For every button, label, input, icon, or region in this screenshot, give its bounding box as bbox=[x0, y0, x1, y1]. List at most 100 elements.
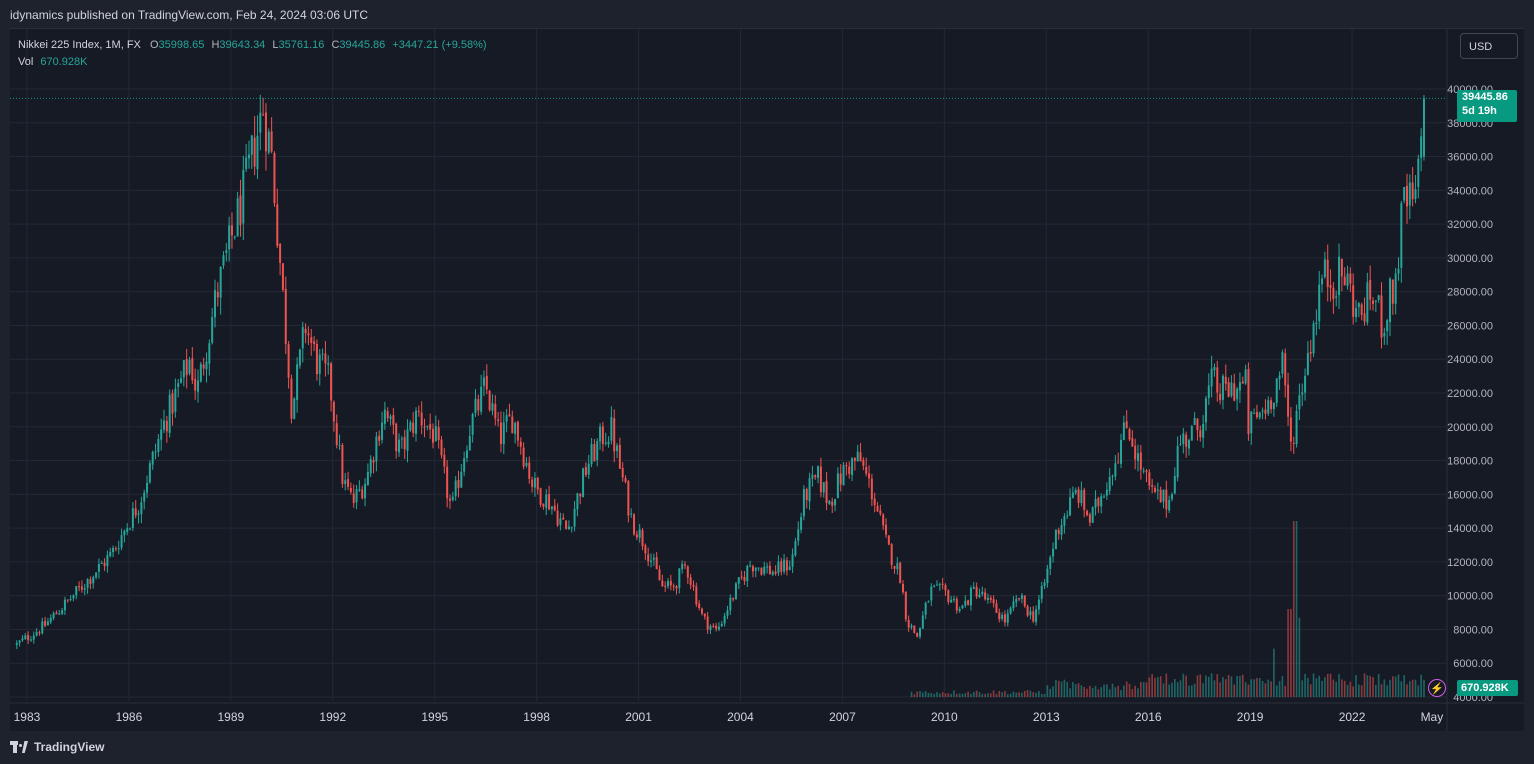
volume-bar bbox=[1089, 685, 1091, 697]
candle-body bbox=[1380, 295, 1383, 338]
candle-body bbox=[324, 353, 327, 364]
volume-bar bbox=[1227, 674, 1230, 697]
candle-body bbox=[1176, 445, 1179, 478]
candle-body bbox=[18, 640, 21, 643]
currency-button[interactable]: USD bbox=[1460, 33, 1518, 59]
candle-body bbox=[440, 439, 443, 456]
candle-body bbox=[1120, 439, 1123, 464]
volume-label[interactable]: Vol bbox=[18, 56, 34, 68]
candle-body bbox=[1414, 189, 1417, 199]
candle-body bbox=[264, 112, 267, 152]
candle-body bbox=[1179, 443, 1182, 445]
volume-bar bbox=[1332, 679, 1335, 697]
candle-body bbox=[1261, 410, 1264, 412]
candle-body bbox=[1397, 268, 1400, 274]
candle-body bbox=[1289, 417, 1292, 442]
volume-bar bbox=[1179, 680, 1182, 697]
lightning-icon[interactable]: ⚡ bbox=[1428, 679, 1446, 697]
volume-bar bbox=[1397, 674, 1400, 697]
candle-body bbox=[1020, 595, 1023, 599]
candle-body bbox=[505, 415, 508, 422]
candle-body bbox=[1054, 529, 1057, 550]
candle-body bbox=[185, 359, 188, 376]
symbol-title[interactable]: Nikkei 225 Index, 1M, FX bbox=[18, 39, 141, 51]
candle-body bbox=[1346, 273, 1349, 286]
volume-bar bbox=[1023, 690, 1026, 697]
candle-body bbox=[1238, 382, 1241, 391]
price-chart[interactable]: 4000.006000.008000.0010000.0012000.00140… bbox=[10, 29, 1524, 731]
candle-body bbox=[409, 422, 412, 431]
candle-body bbox=[1408, 182, 1411, 206]
volume-bar bbox=[1409, 681, 1411, 697]
candle-body bbox=[437, 427, 440, 441]
candle-body bbox=[310, 337, 313, 343]
chart-area[interactable]: 4000.00 6000.00 8000.00 10000.00 12000.00 140… bbox=[10, 28, 1524, 731]
open-value: 35998.65 bbox=[158, 39, 205, 51]
candle-body bbox=[1233, 383, 1236, 401]
footer: TradingView bbox=[0, 731, 1534, 764]
candle-body bbox=[766, 566, 769, 568]
candle-body bbox=[1258, 412, 1261, 418]
candle-body bbox=[1326, 259, 1329, 287]
volume-bar bbox=[964, 693, 967, 697]
tradingview-logo[interactable]: TradingView bbox=[10, 739, 104, 755]
bar-countdown: 5d 19h bbox=[1462, 105, 1497, 117]
volume-bar bbox=[1275, 685, 1278, 697]
candle-body bbox=[1372, 300, 1375, 304]
candle-body bbox=[1153, 487, 1156, 492]
volume-bar bbox=[1165, 673, 1168, 697]
candle-body bbox=[216, 291, 219, 298]
candle-body bbox=[902, 584, 905, 593]
volume-bar bbox=[1111, 683, 1114, 697]
volume-bar bbox=[1423, 679, 1425, 697]
candle-body bbox=[222, 255, 225, 266]
candle-body bbox=[1403, 186, 1406, 201]
candle-body bbox=[952, 599, 955, 601]
volume-bar bbox=[1352, 686, 1354, 697]
candle-body bbox=[15, 642, 18, 645]
candle-body bbox=[1315, 322, 1318, 325]
candle-body bbox=[918, 628, 921, 637]
candle-body bbox=[1420, 136, 1423, 158]
candle-body bbox=[134, 508, 137, 516]
candle-body bbox=[907, 620, 910, 628]
candle-body bbox=[981, 591, 984, 595]
volume-bar bbox=[953, 690, 955, 697]
candle-body bbox=[276, 204, 279, 247]
candle-body bbox=[131, 508, 134, 529]
candle-body bbox=[1145, 470, 1148, 473]
candle-body bbox=[751, 566, 754, 572]
candle-body bbox=[890, 544, 893, 566]
last-price-tag: 39445.86 5d 19h bbox=[1457, 90, 1517, 122]
y-tick-label: 20000.00 bbox=[1447, 422, 1493, 434]
candle-body bbox=[1165, 489, 1168, 510]
volume-bar bbox=[941, 692, 944, 697]
candle-body bbox=[587, 463, 590, 475]
volume-bar bbox=[1403, 675, 1405, 697]
candle-body bbox=[1366, 282, 1369, 323]
candle-body bbox=[338, 444, 341, 446]
volume-bar bbox=[1239, 675, 1241, 697]
candle-body bbox=[859, 452, 862, 462]
volume-bar bbox=[1360, 685, 1363, 697]
candle-body bbox=[1105, 489, 1108, 496]
candle-body bbox=[647, 554, 650, 562]
candle-body bbox=[89, 579, 92, 584]
y-tick-label: 18000.00 bbox=[1447, 456, 1493, 468]
candle-body bbox=[633, 514, 636, 535]
candle-body bbox=[1411, 182, 1414, 200]
volume-bar bbox=[1035, 692, 1037, 697]
candle-body bbox=[497, 419, 500, 422]
candle-body bbox=[383, 409, 386, 424]
volume-bar bbox=[1123, 685, 1125, 697]
candle-body bbox=[562, 517, 565, 520]
candle-body bbox=[783, 559, 786, 572]
volume-bar bbox=[1411, 679, 1414, 697]
candle-body bbox=[723, 615, 726, 624]
candle-body bbox=[1253, 412, 1256, 414]
candle-body bbox=[177, 383, 180, 388]
candle-body bbox=[1173, 476, 1176, 494]
candle-body bbox=[1139, 452, 1142, 470]
candle-body bbox=[661, 580, 664, 587]
candle-body bbox=[1026, 606, 1029, 616]
